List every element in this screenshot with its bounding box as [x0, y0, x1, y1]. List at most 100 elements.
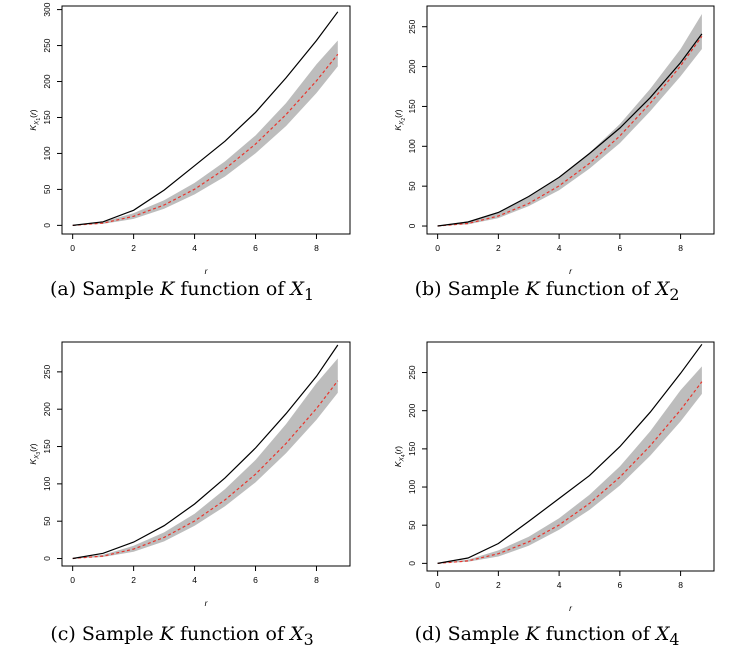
- observed-line: [437, 343, 703, 564]
- x-tick-label: 6: [617, 243, 622, 253]
- theoretical-line: [437, 381, 703, 564]
- panel-a: 0 2 4 6 8 0 50 100 150 200 250 300 r KX1(r) (a) Sampl…: [0, 0, 364, 331]
- envelope-band: [437, 14, 702, 226]
- caption-label: (a) Sample: [49, 278, 155, 300]
- x-tick-label: 2: [496, 580, 501, 590]
- y-tick-label: 100: [407, 480, 417, 494]
- x-tick-label: 0: [435, 243, 440, 253]
- y-tick-label: 0: [407, 561, 417, 566]
- x-tick-label: 4: [192, 243, 197, 253]
- y-tick-label: 50: [42, 516, 52, 526]
- plot-d: 0 2 4 6 8 0 50 100 150 200 250 r KX4(r): [393, 341, 715, 613]
- y-axis-label: KX2(r): [393, 109, 407, 130]
- x-axis-label: r: [205, 598, 209, 608]
- y-tick-label: 50: [407, 181, 417, 191]
- y-tick-label: 100: [42, 477, 52, 491]
- caption-label: (c) Sample: [50, 623, 154, 645]
- caption-mid: function of: [545, 623, 650, 645]
- x-tick-label: 4: [557, 580, 562, 590]
- x-tick-label: 2: [131, 575, 136, 585]
- plot-frame: [426, 5, 715, 235]
- caption-sub: 2: [669, 284, 680, 304]
- y-tick-label: 150: [42, 439, 52, 453]
- caption-d: (d) Sample K function of X4: [365, 623, 729, 649]
- caption-sub: 4: [669, 629, 680, 649]
- plot-b: 0 2 4 6 8 0 50 100 150 200 250 r KX2(r): [393, 5, 715, 276]
- y-tick-label: 100: [407, 139, 417, 153]
- y-tick-label: 200: [42, 74, 52, 88]
- plot-a: 0 2 4 6 8 0 50 100 150 200 250 300 r KX1(r): [28, 2, 351, 276]
- plot-frame: [426, 341, 715, 572]
- x-tick-label: 2: [131, 243, 136, 253]
- observed-line: [437, 33, 703, 227]
- plot-c: 0 2 4 6 8 0 50 100 150 200 250 r KX3(r): [28, 341, 351, 608]
- caption-k: K: [159, 623, 174, 645]
- x-tick-label: 8: [678, 243, 683, 253]
- y-tick-label: 50: [42, 184, 52, 194]
- x-tick-label: 8: [678, 580, 683, 590]
- y-tick-label: 250: [407, 365, 417, 379]
- y-tick-label: 200: [407, 59, 417, 73]
- theoretical-line: [72, 380, 339, 560]
- x-tick-label: 6: [253, 243, 258, 253]
- caption-mid: function of: [180, 278, 285, 300]
- caption-b: (b) Sample K function of X2: [365, 278, 729, 304]
- caption-mid: function of: [179, 623, 285, 645]
- x-tick-label: 6: [253, 575, 258, 585]
- caption-label: (b) Sample: [414, 278, 520, 300]
- x-tick-label: 8: [314, 243, 319, 253]
- y-tick-label: 200: [407, 403, 417, 417]
- observed-line: [72, 344, 339, 560]
- theoretical-line: [72, 53, 339, 226]
- x-axis-label: r: [205, 266, 209, 276]
- envelope-band: [72, 40, 338, 226]
- y-tick-label: 300: [42, 2, 52, 16]
- y-tick-label: 150: [407, 99, 417, 113]
- x-tick-label: 2: [496, 243, 501, 253]
- x-tick-label: 6: [617, 580, 622, 590]
- y-tick-label: 100: [42, 146, 52, 160]
- caption-k: K: [160, 278, 175, 300]
- y-tick-label: 0: [42, 223, 52, 228]
- caption-var: X: [655, 623, 670, 645]
- y-tick-label: 50: [407, 520, 417, 530]
- x-tick-label: 0: [70, 575, 75, 585]
- plot-frame: [61, 341, 351, 567]
- y-tick-label: 200: [42, 402, 52, 416]
- x-tick-label: 0: [435, 580, 440, 590]
- panel-c: 0 2 4 6 8 0 50 100 150 200 250 r KX3(r) (c) Sample K…: [0, 331, 364, 662]
- caption-mid: function of: [545, 278, 650, 300]
- y-tick-label: 150: [42, 110, 52, 124]
- y-tick-label: 250: [42, 365, 52, 379]
- caption-sub: 1: [303, 284, 315, 304]
- x-tick-label: 8: [314, 575, 319, 585]
- y-axis-label: KX4(r): [393, 446, 407, 467]
- x-axis-label: r: [569, 266, 573, 276]
- caption-c: (c) Sample K function of X3: [0, 623, 364, 649]
- caption-var: X: [290, 278, 304, 300]
- theoretical-line: [437, 35, 703, 227]
- observed-line: [72, 11, 339, 226]
- caption-var: X: [290, 623, 304, 645]
- panel-d: 0 2 4 6 8 0 50 100 150 200 250 r KX4(r) (d) Sample K…: [365, 331, 729, 662]
- panel-b: 0 2 4 6 8 0 50 100 150 200 250 r KX2(r) (b) Sample K…: [365, 0, 729, 331]
- caption-k: K: [525, 278, 540, 300]
- x-tick-label: 4: [192, 575, 197, 585]
- y-tick-label: 250: [42, 38, 52, 52]
- caption-k: K: [525, 623, 540, 645]
- caption-sub: 3: [303, 629, 314, 649]
- caption-a: (a) Sample K function of X1: [0, 278, 364, 304]
- y-tick-label: 150: [407, 442, 417, 456]
- x-axis-label: r: [569, 603, 573, 613]
- plot-frame: [61, 5, 351, 235]
- y-axis-label: KX1(r): [28, 109, 42, 130]
- y-tick-label: 0: [407, 223, 417, 228]
- y-tick-label: 0: [42, 556, 52, 561]
- x-tick-label: 4: [557, 243, 562, 253]
- envelope-band: [72, 358, 338, 559]
- caption-var: X: [655, 278, 670, 300]
- caption-label: (d) Sample: [414, 623, 520, 645]
- y-axis-label: KX3(r): [28, 443, 42, 464]
- x-tick-label: 0: [70, 243, 75, 253]
- y-tick-label: 250: [407, 19, 417, 33]
